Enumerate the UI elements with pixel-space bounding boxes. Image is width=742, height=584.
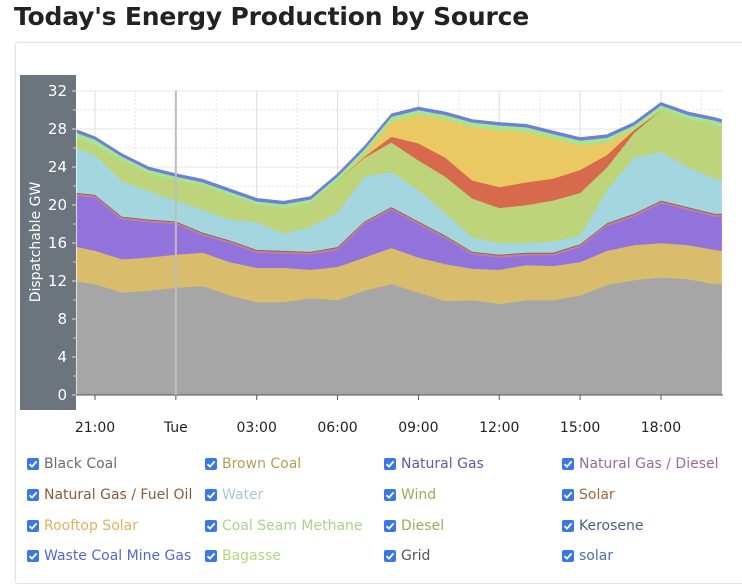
checkbox-checked-icon[interactable] (205, 489, 217, 501)
legend-item-grid[interactable]: Grid (384, 548, 430, 564)
legend-label: Water (222, 487, 264, 503)
legend-label: Kerosene (579, 518, 644, 534)
legend-label: Solar (579, 487, 615, 503)
checkbox-checked-icon[interactable] (27, 520, 39, 532)
y-axis-band (20, 75, 76, 410)
legend-label: Waste Coal Mine Gas (44, 548, 192, 564)
x-tick-label: 12:00 (479, 420, 519, 436)
legend-item-natural-gas-diesel[interactable]: Natural Gas / Diesel (562, 456, 719, 472)
legend-item-waste-coal-mine-gas[interactable]: Waste Coal Mine Gas (27, 548, 191, 564)
checkbox-checked-icon[interactable] (562, 489, 574, 501)
legend-label: Black Coal (44, 456, 118, 472)
checkbox-checked-icon[interactable] (562, 550, 574, 562)
legend-item-bagasse[interactable]: Bagasse (205, 548, 281, 564)
checkbox-checked-icon[interactable] (27, 489, 39, 501)
legend-label: Diesel (401, 518, 445, 534)
legend-item-solar[interactable]: Solar (562, 487, 615, 503)
legend-label: Brown Coal (222, 456, 302, 472)
legend-item-solar[interactable]: solar (562, 548, 613, 564)
legend-label: Coal Seam Methane (222, 518, 363, 534)
y-tick-label: 20 (48, 196, 67, 214)
legend-label: Grid (401, 548, 431, 564)
checkbox-checked-icon[interactable] (562, 458, 574, 470)
y-tick-label: 24 (48, 158, 67, 176)
x-tick-label: 09:00 (398, 420, 438, 436)
checkbox-checked-icon[interactable] (384, 458, 396, 470)
area-black-coal (76, 276, 722, 396)
legend-label: solar (579, 548, 614, 564)
x-tick-label: 06:00 (317, 420, 357, 436)
y-tick-label: 28 (48, 120, 67, 138)
legend-item-brown-coal[interactable]: Brown Coal (205, 456, 301, 472)
legend-item-coal-seam-methane[interactable]: Coal Seam Methane (205, 518, 363, 534)
legend-item-wind[interactable]: Wind (384, 487, 436, 503)
checkbox-checked-icon[interactable] (205, 520, 217, 532)
y-tick-label: 0 (57, 386, 67, 404)
axes: 0 4 8 12 16 20 24 28 32 21:00 Tue 03:00 06:00 09:00 12… (48, 82, 723, 436)
legend-label: Natural Gas / Diesel (579, 456, 719, 472)
legend-item-diesel[interactable]: Diesel (384, 518, 444, 534)
checkbox-checked-icon[interactable] (205, 458, 217, 470)
x-tick-label: 03:00 (237, 420, 277, 436)
legend-label: Rooftop Solar (44, 518, 138, 534)
checkbox-checked-icon[interactable] (27, 458, 39, 470)
checkbox-checked-icon[interactable] (384, 550, 396, 562)
y-tick-label: 16 (48, 234, 67, 252)
areas (76, 102, 722, 396)
legend-item-natural-gas-fuel-oil[interactable]: Natural Gas / Fuel Oil (27, 487, 192, 503)
checkbox-checked-icon[interactable] (384, 520, 396, 532)
legend-item-natural-gas[interactable]: Natural Gas (384, 456, 484, 472)
legend-label: Natural Gas (401, 456, 484, 472)
checkbox-checked-icon[interactable] (27, 550, 39, 562)
y-axis-label: Dispatchable GW (28, 182, 44, 303)
y-tick-label: 32 (48, 82, 67, 100)
legend-item-black-coal[interactable]: Black Coal (27, 456, 117, 472)
x-tick-label: 18:00 (641, 420, 681, 436)
legend-item-rooftop-solar[interactable]: Rooftop Solar (27, 518, 138, 534)
legend-item-kerosene[interactable]: Kerosene (562, 518, 644, 534)
checkbox-checked-icon[interactable] (562, 520, 574, 532)
page-title: Today's Energy Production by Source (14, 2, 530, 31)
y-tick-label: 12 (48, 272, 67, 290)
legend-item-water[interactable]: Water (205, 487, 263, 503)
x-tick-label: Tue (163, 420, 188, 436)
legend-label: Natural Gas / Fuel Oil (44, 487, 193, 503)
y-tick-label: 4 (57, 348, 67, 366)
area-waste-coal-mine-gas (76, 102, 722, 205)
checkbox-checked-icon[interactable] (205, 550, 217, 562)
stacked-area-chart: 0 4 8 12 16 20 24 28 32 21:00 Tue 03:00 06:00 09:00 12… (20, 75, 723, 436)
x-tick-label: 15:00 (560, 420, 600, 436)
y-tick-label: 8 (57, 310, 67, 328)
legend-label: Bagasse (222, 548, 281, 564)
legend-label: Wind (401, 487, 437, 503)
x-tick-label: 21:00 (75, 420, 115, 436)
checkbox-checked-icon[interactable] (384, 489, 396, 501)
